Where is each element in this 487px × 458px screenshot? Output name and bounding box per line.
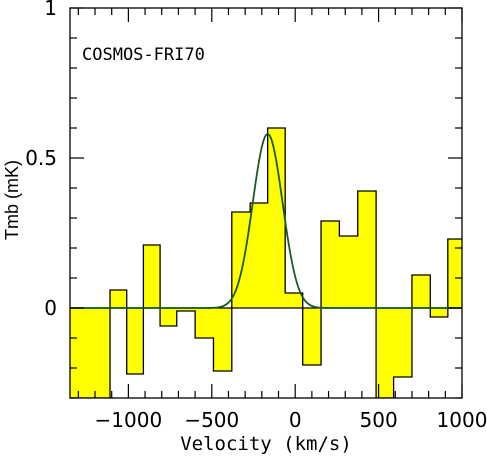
histogram-bar-0 [70,308,111,398]
histogram-bar-3 [143,245,161,308]
x-tick-label: 0 [289,408,302,432]
histogram-bar-17 [393,308,412,377]
histogram-bar-14 [339,236,358,308]
plot-frame [69,7,463,399]
histogram-bar-18 [411,275,431,308]
y-tick-label: 0.5 [25,146,57,170]
histogram-bar-4 [160,308,177,326]
histogram-bar-7 [213,308,232,371]
histogram-bar-2 [126,308,144,374]
y-tick-labels: 00.51 [25,0,57,320]
histogram-bar-1 [110,290,127,308]
x-axis-label: Velocity (km/s) [180,433,352,455]
histogram-bar-11 [285,293,303,308]
histogram-bar-20 [447,239,462,308]
histogram-bar-13 [321,221,340,308]
histogram-bar-19 [430,308,448,317]
gaussian-fit-curve [70,133,462,309]
histogram-steps [70,127,462,398]
histogram-bar-9 [250,203,268,308]
y-axis-label: Tmb (mK) [2,160,22,240]
histogram-bar-12 [302,308,322,365]
x-tick-label: 500 [360,408,398,432]
y-tick-label: 0 [44,296,57,320]
x-tick-label: −500 [184,408,239,432]
histogram-bar-8 [231,212,251,308]
axis-ticks [70,7,463,399]
histogram-bar-10 [267,128,286,308]
histogram-fills [70,128,462,398]
x-tick-label: −1000 [95,408,163,432]
histogram-bar-16 [376,308,394,398]
histogram-bar-15 [357,191,377,308]
histogram-bar-5 [176,308,196,311]
y-tick-label: 1 [44,0,57,20]
x-tick-label: 1000 [437,408,487,432]
histogram-bar-6 [195,308,214,338]
x-tick-labels: −1000 −500 0 500 1000 [95,408,487,432]
histogram-step-line [70,127,462,398]
source-annotation: COSMOS-FRI70 [82,45,205,65]
